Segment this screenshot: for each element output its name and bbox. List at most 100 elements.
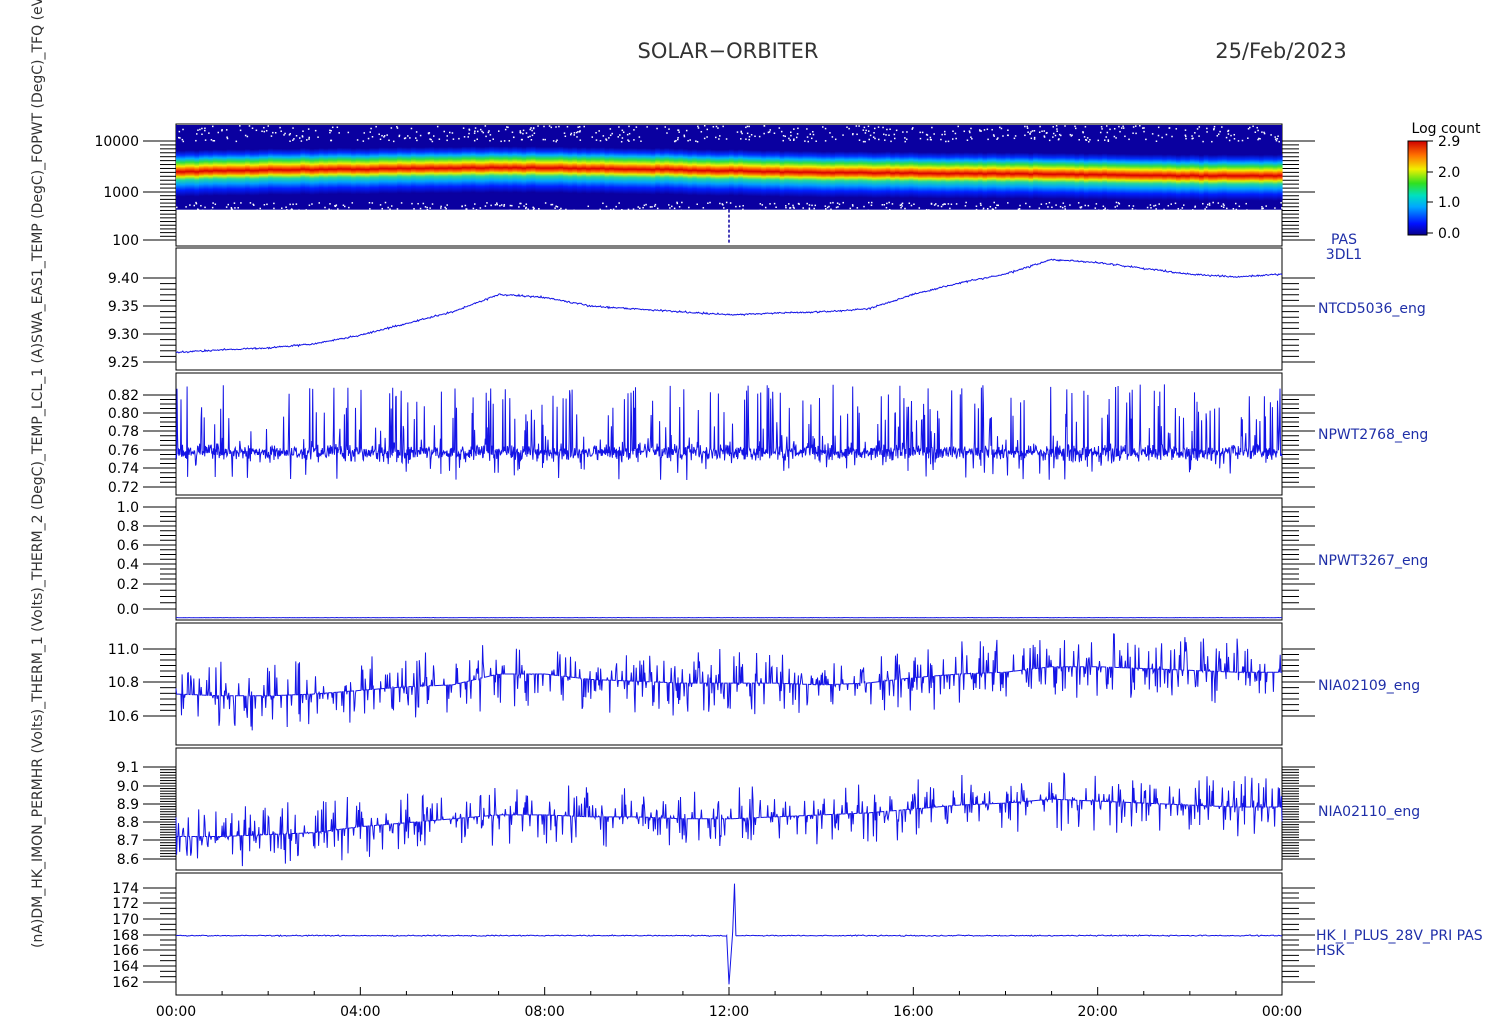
spectrogram-speck	[329, 129, 331, 132]
spectrogram-speck	[885, 134, 887, 136]
spectrogram-column	[595, 147, 601, 194]
spectrogram-speck	[1078, 139, 1080, 141]
spectrogram-speck	[937, 205, 939, 207]
spectrogram-speck	[569, 133, 572, 136]
spectrogram-speck	[1213, 127, 1215, 130]
spectrogram-speck	[638, 136, 641, 138]
spectrogram-speck	[492, 138, 494, 140]
spectrogram-speck	[551, 203, 554, 206]
spectrogram-column	[991, 152, 997, 199]
spectrogram-column	[687, 149, 693, 196]
xtick-label: 00:00	[1262, 1004, 1302, 1020]
spectrogram-speck	[225, 129, 228, 131]
spectrogram-speck	[281, 207, 283, 209]
spectrogram-speck	[1245, 202, 1247, 205]
spectrogram-speck	[808, 207, 811, 210]
spectrogram-speck	[1118, 125, 1120, 128]
spectrogram-column	[1079, 153, 1085, 200]
spectrogram-speck	[291, 209, 293, 211]
spectrogram-speck	[429, 138, 431, 140]
spectrogram-speck	[1175, 128, 1178, 130]
spectrogram-speck	[318, 202, 321, 204]
spectrogram-speck	[431, 140, 434, 143]
spectrogram-speck	[555, 205, 557, 208]
spectrogram-column	[438, 147, 444, 194]
spectrogram-speck	[885, 206, 888, 209]
spectrogram-speck	[888, 134, 890, 137]
ytick-label: 8.6	[117, 852, 139, 868]
spectrogram-speck	[415, 131, 418, 133]
spectrogram-column	[424, 147, 431, 194]
spectrogram-speck	[969, 131, 971, 134]
spectrogram-speck	[874, 127, 876, 130]
spectrogram-speck	[1228, 139, 1231, 142]
spectrogram-speck	[531, 129, 533, 132]
spectrogram-speck	[911, 128, 913, 130]
spectrogram-speck	[308, 136, 311, 139]
spectrogram-speck	[900, 203, 903, 206]
spectrogram-column	[747, 150, 753, 197]
spectrogram-speck	[237, 206, 239, 209]
spectrogram-speck	[500, 140, 502, 143]
spectrogram-speck	[703, 137, 706, 140]
spectrogram-speck	[902, 131, 904, 133]
spectrogram-speck	[1194, 132, 1196, 134]
spectrogram-column	[411, 147, 417, 194]
spectrogram-speck	[1230, 134, 1232, 137]
spectrogram-speck	[384, 201, 387, 204]
spectrogram-speck	[621, 129, 624, 132]
spectrogram-speck	[1225, 136, 1228, 139]
spectrogram-column	[1033, 152, 1039, 199]
spectrogram-speck	[307, 128, 310, 130]
ytick-label: 0.76	[108, 443, 139, 459]
spectrogram-speck	[481, 130, 483, 133]
spectrogram-speck	[602, 135, 605, 137]
spectrogram-speck	[371, 136, 374, 138]
ytick-label: 9.0	[117, 779, 139, 795]
spectrogram-speck	[829, 132, 831, 134]
spectrogram-speck	[479, 207, 482, 209]
spectrogram-speck	[233, 202, 236, 204]
spectrogram-speck	[199, 128, 201, 131]
spectrogram-speck	[330, 209, 332, 211]
spectrogram-speck	[775, 206, 777, 209]
spectrogram-column	[927, 152, 933, 199]
spectrogram-speck	[870, 204, 873, 207]
spectrogram-speck	[1261, 206, 1263, 208]
spectrogram-speck	[1184, 129, 1187, 131]
spectrogram-column	[1014, 152, 1020, 199]
spectrogram-speck	[964, 205, 967, 207]
spectrogram-speck	[1104, 207, 1106, 210]
spectrogram-speck	[1163, 208, 1165, 211]
series-line	[175, 258, 1283, 354]
spectrogram-speck	[1052, 136, 1054, 138]
spectrogram-speck	[797, 202, 800, 205]
spectrogram-speck	[891, 203, 894, 205]
spectrogram-speck	[918, 207, 921, 209]
spectrogram-speck	[196, 133, 198, 135]
spectrogram-column	[779, 151, 785, 198]
spectrogram-column	[208, 149, 214, 196]
spectrogram-speck	[656, 207, 659, 210]
spectrogram-speck	[443, 130, 446, 133]
spectrogram-speck	[369, 131, 371, 133]
spectrogram-speck	[971, 138, 973, 140]
ytick-label: 170	[112, 912, 139, 928]
spectrogram-speck	[465, 208, 467, 210]
spectrogram-speck	[983, 129, 986, 131]
spectrogram-speck	[599, 139, 602, 142]
series-line	[175, 633, 1282, 731]
spectrogram-speck	[722, 125, 724, 128]
spectrogram-column	[701, 149, 707, 196]
spectrogram-speck	[1276, 137, 1279, 140]
spectrogram-speck	[846, 126, 848, 128]
spectrogram-speck	[301, 136, 304, 138]
panel-npwt3267: 1.0 0.8 0.6 0.4 0.2 0.0 NPWT3267_eng	[117, 497, 1428, 621]
spectrogram-column	[839, 151, 845, 198]
spectrogram-column	[185, 150, 191, 197]
spectrogram-speck	[851, 204, 854, 206]
spectrogram-speck	[378, 133, 380, 136]
spectrogram-column	[770, 150, 776, 197]
spectrogram-column	[788, 150, 795, 197]
spectrogram-speck	[1055, 204, 1057, 206]
